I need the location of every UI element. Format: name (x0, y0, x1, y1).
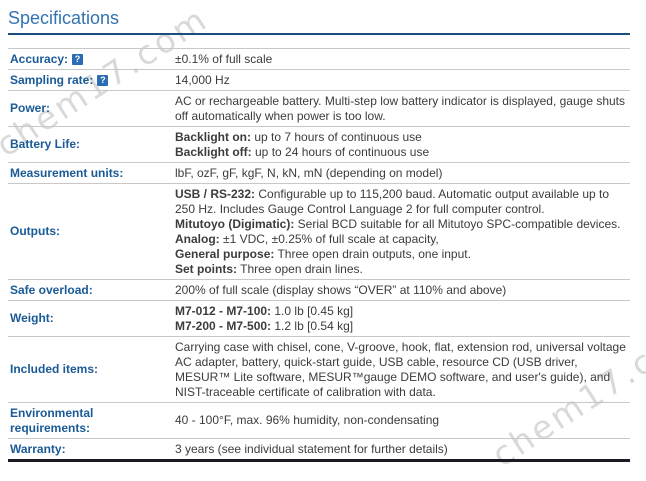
spec-value-cell: M7-012 - M7-100: 1.0 lb [0.45 kg] M7-200 … (175, 300, 630, 337)
spec-label-cell: Measurement units: (8, 162, 175, 184)
spec-label-cell: Included items: (8, 336, 175, 403)
spec-label-cell: Safe overload: (8, 279, 175, 301)
spec-value-line: USB / RS-232: Configurable up to 115,200… (175, 186, 610, 216)
spec-label: Measurement units: (10, 165, 124, 180)
spec-value-line: Set points: Three open drain lines. (175, 261, 363, 276)
spec-value-line: AC or rechargeable battery. Multi-step l… (175, 93, 626, 123)
spec-row: Outputs: USB / RS-232: Configurable up t… (8, 183, 630, 280)
spec-label: Accuracy: (10, 51, 69, 66)
spec-label: Weight: (10, 311, 54, 325)
spec-value-line: ±0.1% of full scale (175, 51, 273, 66)
spec-label-cell: Environmental requirements: (8, 402, 175, 439)
spec-row: Accuracy:? ±0.1% of full scale (8, 48, 630, 70)
spec-label-cell: Warranty: (8, 438, 175, 461)
spec-label-cell: Outputs: (8, 183, 175, 280)
spec-row: Warranty: 3 years (see individual statem… (8, 438, 630, 461)
spec-value-cell: Backlight on: up to 7 hours of continuou… (175, 126, 630, 163)
help-icon[interactable]: ? (72, 53, 84, 65)
spec-value-line: M7-200 - M7-500: 1.2 lb [0.54 kg] (175, 318, 354, 333)
spec-value-cell: Carrying case with chisel, cone, V-groov… (175, 336, 630, 403)
spec-label-cell: Weight: (8, 300, 175, 337)
spec-value-line: lbF, ozF, gF, kgF, N, kN, mN (depending … (175, 165, 443, 180)
help-icon[interactable]: ? (97, 74, 109, 86)
page-title: Specifications (8, 8, 630, 35)
spec-value-cell: 40 - 100°F, max. 96% humidity, non-conde… (175, 402, 630, 439)
spec-value-line: 14,000 Hz (175, 72, 230, 87)
spec-row: Measurement units: lbF, ozF, gF, kgF, N,… (8, 162, 630, 184)
spec-label: Outputs: (10, 224, 60, 238)
spec-value-line: M7-012 - M7-100: 1.0 lb [0.45 kg] (175, 303, 354, 318)
spec-value-line: Analog: ±1 VDC, ±0.25% of full scale at … (175, 231, 439, 246)
spec-row: Environmental requirements: 40 - 100°F, … (8, 402, 630, 439)
spec-label-cell: Accuracy:? (8, 48, 175, 70)
spec-label-cell: Battery Life: (8, 126, 175, 163)
spec-value-cell: USB / RS-232: Configurable up to 115,200… (175, 183, 630, 280)
spec-value-line: 200% of full scale (display shows “OVER”… (175, 282, 507, 297)
spec-label-cell: Sampling rate:? (8, 69, 175, 91)
spec-label: Included items: (10, 362, 99, 376)
spec-value-line: Carrying case with chisel, cone, V-groov… (175, 339, 626, 399)
spec-row: Battery Life: Backlight on: up to 7 hour… (8, 126, 630, 163)
spec-value-cell: 200% of full scale (display shows “OVER”… (175, 279, 630, 301)
spec-value-cell: AC or rechargeable battery. Multi-step l… (175, 90, 630, 127)
spec-row: Safe overload: 200% of full scale (displ… (8, 279, 630, 301)
specifications-section: Specifications Accuracy:? ±0.1% of full … (8, 8, 630, 462)
spec-label: Environmental requirements: (10, 405, 94, 435)
spec-value-line: 3 years (see individual statement for fu… (175, 441, 448, 456)
spec-value-cell: 3 years (see individual statement for fu… (175, 438, 630, 461)
spec-label: Safe overload: (10, 282, 93, 297)
spec-label: Warranty: (10, 441, 66, 456)
spec-value-line: Mitutoyo (Digimatic): Serial BCD suitabl… (175, 216, 621, 231)
spec-row: Included items: Carrying case with chise… (8, 336, 630, 403)
spec-label: Battery Life: (10, 137, 81, 151)
spec-label-cell: Power: (8, 90, 175, 127)
spec-value-line: 40 - 100°F, max. 96% humidity, non-conde… (175, 413, 440, 427)
spec-row: Weight: M7-012 - M7-100: 1.0 lb [0.45 kg… (8, 300, 630, 337)
spec-value-line: General purpose: Three open drain output… (175, 246, 471, 261)
spec-value-cell: 14,000 Hz (175, 69, 630, 91)
spec-value-line: Backlight on: up to 7 hours of continuou… (175, 129, 422, 144)
spec-row: Power: AC or rechargeable battery. Multi… (8, 90, 630, 127)
spec-value-cell: ±0.1% of full scale (175, 48, 630, 70)
spec-label: Sampling rate: (10, 72, 94, 87)
spec-value-line: Backlight off: up to 24 hours of continu… (175, 144, 430, 159)
specifications-table-body: Accuracy:? ±0.1% of full scale Sampling … (8, 48, 630, 461)
spec-label: Power: (10, 101, 51, 115)
spec-value-cell: lbF, ozF, gF, kgF, N, kN, mN (depending … (175, 162, 630, 184)
spec-row: Sampling rate:? 14,000 Hz (8, 69, 630, 91)
specifications-table: Accuracy:? ±0.1% of full scale Sampling … (8, 48, 630, 462)
